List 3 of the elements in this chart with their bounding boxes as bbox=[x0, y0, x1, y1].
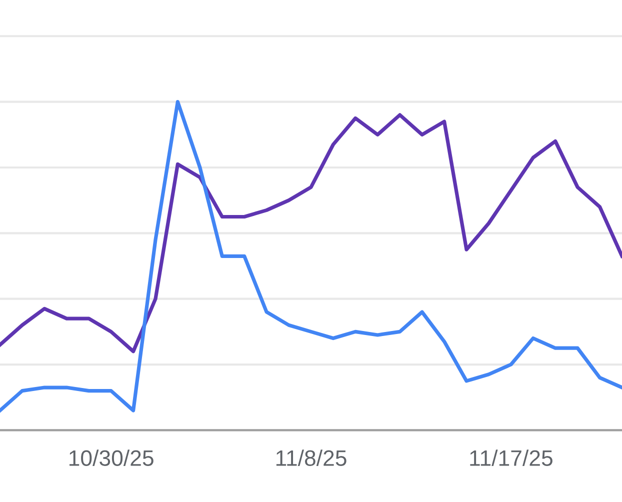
x-tick-label: 11/17/25 bbox=[470, 450, 552, 466]
x-tick-label: 10/30/25 bbox=[70, 450, 154, 466]
x-tick-label: 11/8/25 bbox=[276, 450, 346, 466]
